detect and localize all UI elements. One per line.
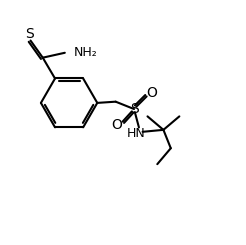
Text: S: S [25, 27, 34, 41]
Text: O: O [111, 118, 122, 132]
Text: NH₂: NH₂ [74, 46, 98, 59]
Text: S: S [130, 102, 138, 116]
Text: HN: HN [127, 127, 146, 140]
Text: O: O [146, 86, 157, 100]
